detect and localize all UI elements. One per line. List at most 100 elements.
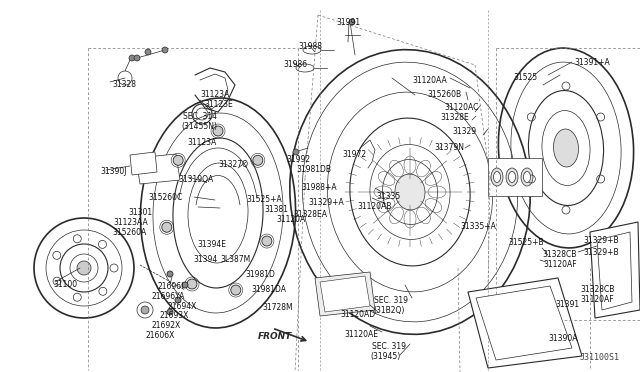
Text: (31455N): (31455N) (181, 122, 217, 131)
Text: 31328CB: 31328CB (580, 285, 614, 294)
Text: 31329: 31329 (452, 127, 476, 136)
Text: 31120A: 31120A (276, 215, 305, 224)
Text: 31123E: 31123E (204, 100, 233, 109)
Ellipse shape (521, 168, 533, 186)
Text: 31981DA: 31981DA (251, 285, 286, 294)
Text: 31988: 31988 (298, 42, 322, 51)
Text: 31391+A: 31391+A (574, 58, 610, 67)
Ellipse shape (395, 174, 425, 210)
Ellipse shape (493, 171, 500, 183)
Text: 21696I: 21696I (157, 282, 184, 291)
Text: 31525+A: 31525+A (246, 195, 282, 204)
Text: 315260C: 315260C (148, 193, 182, 202)
Text: 31120AF: 31120AF (580, 295, 614, 304)
Text: 31525+B: 31525+B (508, 238, 543, 247)
Ellipse shape (506, 168, 518, 186)
Text: 31391: 31391 (555, 300, 579, 309)
Text: 31120AB: 31120AB (357, 202, 392, 211)
Text: 31327Q: 31327Q (218, 160, 248, 169)
Circle shape (77, 261, 91, 275)
Circle shape (175, 297, 181, 303)
Text: 315260A: 315260A (112, 228, 147, 237)
Text: 31981D: 31981D (245, 270, 275, 279)
Text: (31945): (31945) (370, 352, 400, 361)
Text: 31991: 31991 (336, 18, 360, 27)
Text: 31981DB: 31981DB (296, 165, 331, 174)
Text: 31390J: 31390J (100, 167, 127, 176)
Text: 31335: 31335 (376, 192, 400, 201)
Circle shape (173, 155, 183, 165)
Ellipse shape (491, 168, 503, 186)
Text: 21693X: 21693X (160, 311, 189, 320)
Text: 31319QA: 31319QA (178, 175, 213, 184)
Circle shape (162, 222, 172, 232)
Circle shape (253, 155, 263, 165)
Polygon shape (130, 152, 157, 175)
Text: 21606X: 21606X (145, 331, 174, 340)
FancyBboxPatch shape (488, 158, 542, 196)
Text: 31728M: 31728M (262, 303, 292, 312)
Text: 31328: 31328 (112, 80, 136, 89)
Text: 31390A: 31390A (548, 334, 577, 343)
Text: 31328EA: 31328EA (293, 210, 327, 219)
Ellipse shape (554, 129, 579, 167)
Polygon shape (468, 278, 582, 368)
Circle shape (129, 55, 135, 61)
Text: 31100: 31100 (53, 280, 77, 289)
Text: 31123AA: 31123AA (113, 218, 148, 227)
Text: 31988+A: 31988+A (301, 183, 337, 192)
Circle shape (162, 47, 168, 53)
Polygon shape (315, 272, 375, 316)
Text: 21692X: 21692X (152, 321, 181, 330)
Text: 31120AC: 31120AC (444, 103, 478, 112)
Circle shape (145, 49, 151, 55)
Text: 31123A: 31123A (200, 90, 229, 99)
Text: 31120AF: 31120AF (543, 260, 577, 269)
Text: SEC. 314: SEC. 314 (183, 112, 217, 121)
Text: 31329+B: 31329+B (583, 236, 619, 245)
Ellipse shape (524, 171, 531, 183)
Circle shape (134, 55, 140, 61)
Text: FRONT: FRONT (258, 332, 292, 341)
Text: 31335+A: 31335+A (460, 222, 496, 231)
Polygon shape (476, 286, 572, 360)
Circle shape (213, 126, 223, 136)
Text: J31100S1: J31100S1 (580, 353, 620, 362)
Circle shape (293, 149, 299, 155)
Circle shape (141, 306, 149, 314)
Text: 31123A: 31123A (187, 138, 216, 147)
Text: 31301: 31301 (128, 208, 152, 217)
Text: 31120AE: 31120AE (344, 330, 378, 339)
Text: SEC. 319: SEC. 319 (374, 296, 408, 305)
Text: SEC. 319: SEC. 319 (372, 342, 406, 351)
Text: 31394: 31394 (193, 255, 217, 264)
Text: 31525: 31525 (513, 73, 537, 82)
Polygon shape (590, 222, 640, 318)
Text: 21696YA: 21696YA (152, 292, 186, 301)
Polygon shape (597, 232, 632, 310)
Text: 31328E: 31328E (440, 113, 468, 122)
Text: 31992: 31992 (286, 155, 310, 164)
Text: 31394E: 31394E (197, 240, 226, 249)
Text: 31328CB: 31328CB (542, 250, 577, 259)
Circle shape (262, 236, 272, 246)
Text: 31972: 31972 (342, 150, 366, 159)
Text: 31329+B: 31329+B (583, 248, 619, 257)
Text: 31381: 31381 (264, 205, 288, 214)
Circle shape (167, 271, 173, 277)
Text: 31986: 31986 (283, 60, 307, 69)
Circle shape (231, 285, 241, 295)
Text: 31120AD: 31120AD (340, 310, 375, 319)
Circle shape (182, 282, 188, 288)
Text: (31B2Q): (31B2Q) (373, 306, 404, 315)
Polygon shape (136, 154, 180, 184)
Text: 31120AA: 31120AA (412, 76, 447, 85)
Text: 31379N: 31379N (434, 143, 464, 152)
Ellipse shape (509, 171, 515, 183)
Circle shape (349, 19, 355, 25)
Circle shape (167, 309, 173, 315)
Polygon shape (320, 276, 370, 312)
Circle shape (187, 279, 197, 289)
Text: 31329+A: 31329+A (308, 198, 344, 207)
Text: 3L387M: 3L387M (220, 255, 250, 264)
